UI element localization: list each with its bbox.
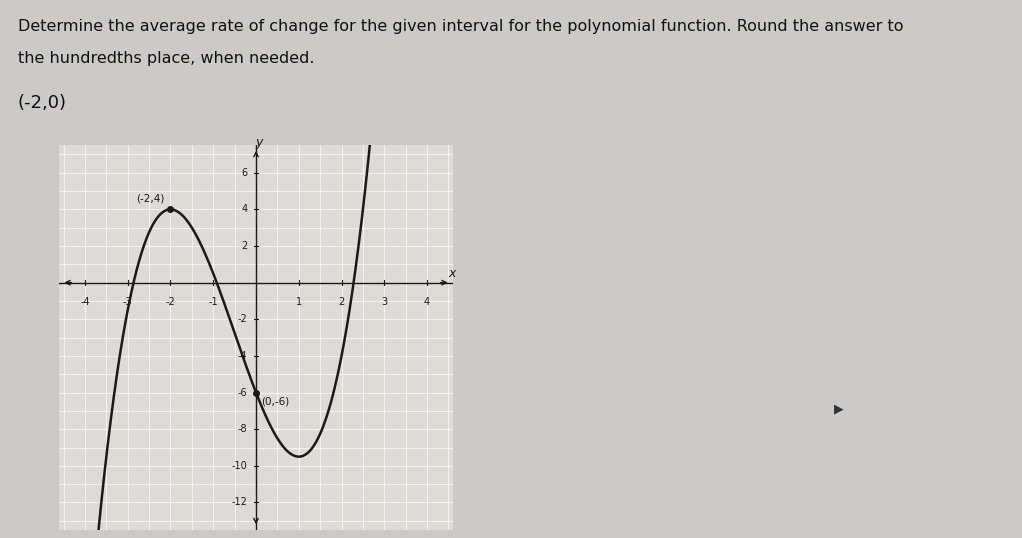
Text: -12: -12 <box>232 498 247 507</box>
Text: 1: 1 <box>295 298 301 307</box>
Text: -2: -2 <box>238 314 247 324</box>
Text: 6: 6 <box>241 168 247 178</box>
Text: x: x <box>449 267 456 280</box>
Text: (-2,0): (-2,0) <box>17 94 66 112</box>
Text: ▶: ▶ <box>834 402 844 415</box>
Text: 4: 4 <box>241 204 247 214</box>
Text: -8: -8 <box>238 424 247 434</box>
Text: -4: -4 <box>238 351 247 361</box>
Text: -6: -6 <box>238 387 247 398</box>
Text: -4: -4 <box>80 298 90 307</box>
Text: 3: 3 <box>381 298 387 307</box>
Text: (-2,4): (-2,4) <box>136 194 165 204</box>
Text: the hundredths place, when needed.: the hundredths place, when needed. <box>17 51 315 66</box>
Text: 4: 4 <box>424 298 430 307</box>
Text: (0,-6): (0,-6) <box>262 396 289 406</box>
Text: -3: -3 <box>123 298 133 307</box>
Text: y: y <box>256 136 263 149</box>
Text: Determine the average rate of change for the given interval for the polynomial f: Determine the average rate of change for… <box>17 19 903 34</box>
Text: -10: -10 <box>232 461 247 471</box>
Text: -2: -2 <box>166 298 176 307</box>
Text: 2: 2 <box>241 241 247 251</box>
Text: 2: 2 <box>338 298 344 307</box>
Text: -1: -1 <box>208 298 218 307</box>
